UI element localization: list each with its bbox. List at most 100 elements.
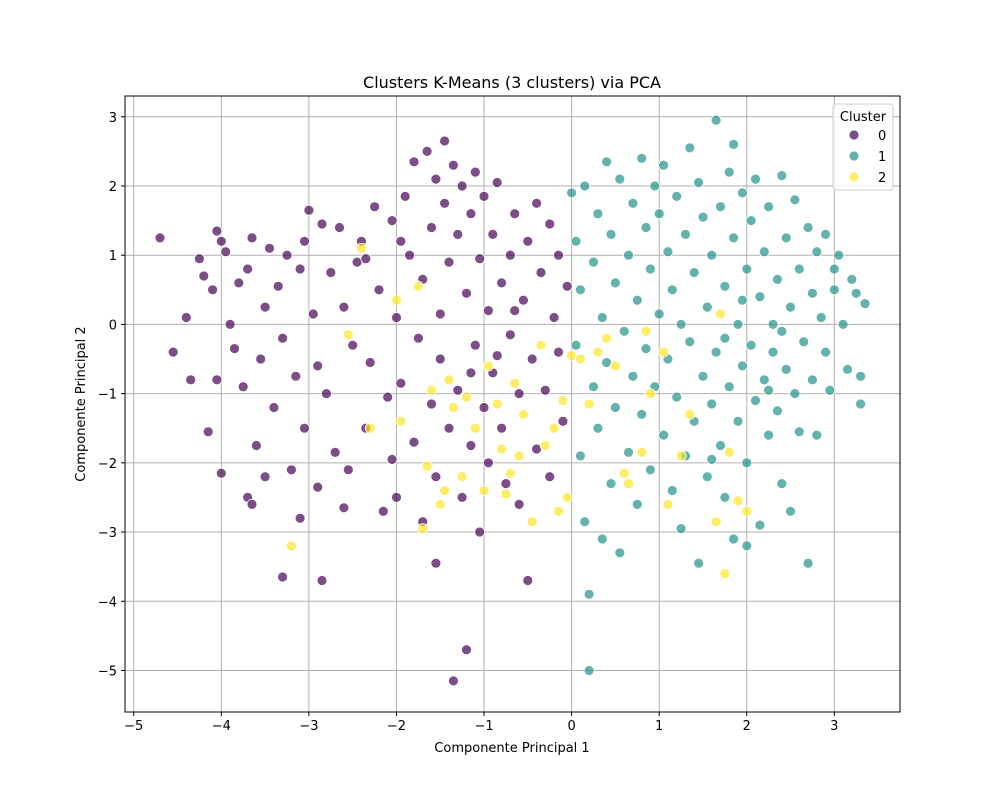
scatter-point-cluster-0 [426,398,437,410]
scatter-point-cluster-1 [811,429,823,441]
scatter-point-cluster-0 [198,270,210,282]
scatter-point-cluster-2 [741,505,753,517]
scatter-point-cluster-0 [509,305,521,317]
x-tick-label: −2 [387,719,406,734]
scatter-point-cluster-1 [688,267,700,278]
scatter-point-cluster-2 [391,294,402,306]
scatter-point-cluster-0 [478,190,490,202]
scatter-point-cluster-1 [776,170,788,182]
scatter-point-cluster-2 [355,242,367,254]
scatter-point-cluster-0 [246,232,258,244]
scatter-point-cluster-0 [294,263,306,275]
legend-title: Cluster [840,110,887,125]
scatter-point-cluster-1 [645,464,656,476]
scatter-point-cluster-0 [526,353,538,365]
scatter-point-cluster-0 [474,253,486,265]
scatter-point-cluster-0 [364,357,376,368]
scatter-point-cluster-0 [452,228,464,240]
scatter-point-cluster-1 [754,291,766,303]
scatter-point-cluster-0 [325,267,337,278]
scatter-point-cluster-1 [789,388,801,400]
scatter-point-cluster-2 [496,443,508,455]
scatter-point-cluster-1 [811,246,823,258]
scatter-point-cluster-1 [684,142,696,154]
scatter-point-cluster-2 [592,346,604,358]
scatter-point-cluster-0 [272,280,284,292]
scatter-point-cluster-1 [693,557,704,569]
y-tick-label: 3 [109,111,117,126]
scatter-point-cluster-1 [789,194,801,206]
scatter-point-cluster-1 [631,498,643,510]
scatter-point-cluster-1 [793,263,805,275]
scatter-point-cluster-0 [461,287,472,299]
scatter-point-cluster-0 [338,301,350,313]
scatter-point-cluster-1 [610,402,621,413]
legend-marker-0 [848,129,860,141]
scatter-point-cluster-1 [671,190,683,202]
scatter-point-cluster-0 [180,312,192,323]
scatter-point-cluster-1 [583,665,595,676]
scatter-point-cluster-2 [675,450,687,462]
scatter-point-cluster-0 [557,415,569,427]
scatter-point-cluster-1 [824,384,836,396]
scatter-point-cluster-1 [763,429,774,441]
scatter-point-cluster-0 [167,346,179,358]
scatter-point-cluster-1 [802,222,814,233]
scatter-point-cluster-0 [452,384,464,396]
y-tick-label: −5 [98,664,117,679]
scatter-point-cluster-1 [741,540,753,552]
scatter-point-cluster-2 [434,498,446,510]
scatter-point-cluster-2 [601,332,612,344]
scatter-point-cluster-0 [439,135,451,147]
scatter-point-cluster-0 [342,464,354,476]
scatter-point-cluster-0 [316,218,328,230]
scatter-point-cluster-1 [588,256,599,268]
y-tick-label: −2 [98,457,117,472]
scatter-point-cluster-1 [767,346,779,358]
scatter-point-cluster-0 [465,440,477,451]
scatter-point-cluster-2 [364,422,376,434]
scatter-point-cluster-2 [482,360,494,372]
scatter-point-cluster-1 [772,405,783,417]
scatter-point-cluster-0 [215,235,227,247]
x-tick-label: 1 [655,719,663,734]
scatter-point-cluster-1 [680,228,691,240]
scatter-point-cluster-1 [820,228,831,240]
scatter-point-cluster-0 [255,353,267,365]
scatter-point-cluster-0 [518,294,529,306]
scatter-point-cluster-2 [539,440,551,451]
scatter-point-cluster-0 [522,575,534,586]
scatter-point-cluster-0 [434,353,446,365]
scatter-point-cluster-1 [850,287,862,299]
scatter-point-cluster-2 [561,491,573,503]
scatter-point-cluster-1 [719,491,731,503]
scatter-point-cluster-2 [513,450,525,462]
scatter-point-cluster-1 [728,138,739,150]
scatter-point-cluster-1 [575,284,586,296]
scatter-point-cluster-1 [710,346,722,358]
chart-title: Clusters K-Means (3 clusters) via PCA [363,73,661,92]
y-tick-label: −1 [98,388,117,403]
scatter-point-cluster-1 [767,318,779,330]
scatter-point-cluster-1 [802,557,814,569]
x-tick-label: −1 [474,719,493,734]
scatter-point-cluster-2 [575,353,586,365]
scatter-point-cluster-0 [211,225,223,237]
scatter-point-cluster-1 [855,370,866,382]
x-axis-ticks: −5 −4 −3 −2 −1 0 1 2 3 [124,712,838,734]
scatter-point-cluster-1 [741,263,753,275]
scatter-point-cluster-1 [592,208,604,220]
scatter-point-cluster-0 [531,197,542,209]
x-tick-label: 3 [830,719,838,734]
scatter-point-cluster-0 [430,557,442,569]
scatter-point-cluster-1 [855,398,866,410]
scatter-point-cluster-1 [658,429,669,441]
scatter-point-cluster-1 [579,180,591,192]
scatter-point-cluster-2 [342,329,354,341]
scatter-point-cluster-0 [281,249,293,261]
scatter-point-cluster-2 [469,422,481,434]
scatter-point-cluster-1 [627,197,639,209]
x-tick-label: −3 [299,719,318,734]
scatter-point-cluster-1 [662,246,674,258]
scatter-point-cluster-1 [671,391,683,403]
